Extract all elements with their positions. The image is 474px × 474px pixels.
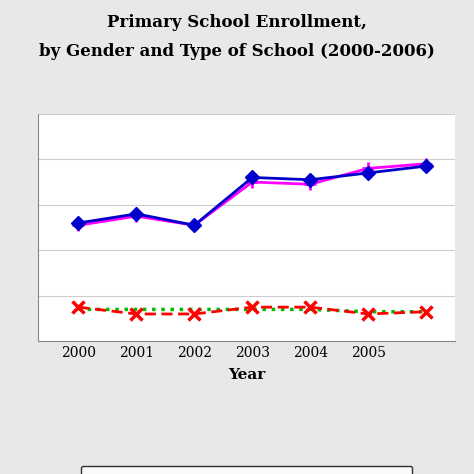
Text: by Gender and Type of School (2000-2006): by Gender and Type of School (2000-2006) bbox=[39, 43, 435, 60]
Text: Primary School Enrollment,: Primary School Enrollment, bbox=[107, 14, 367, 31]
Legend: Public Male, Public Female, Private Male, Private Female: Public Male, Public Female, Private Male… bbox=[81, 466, 412, 474]
X-axis label: Year: Year bbox=[228, 368, 265, 383]
